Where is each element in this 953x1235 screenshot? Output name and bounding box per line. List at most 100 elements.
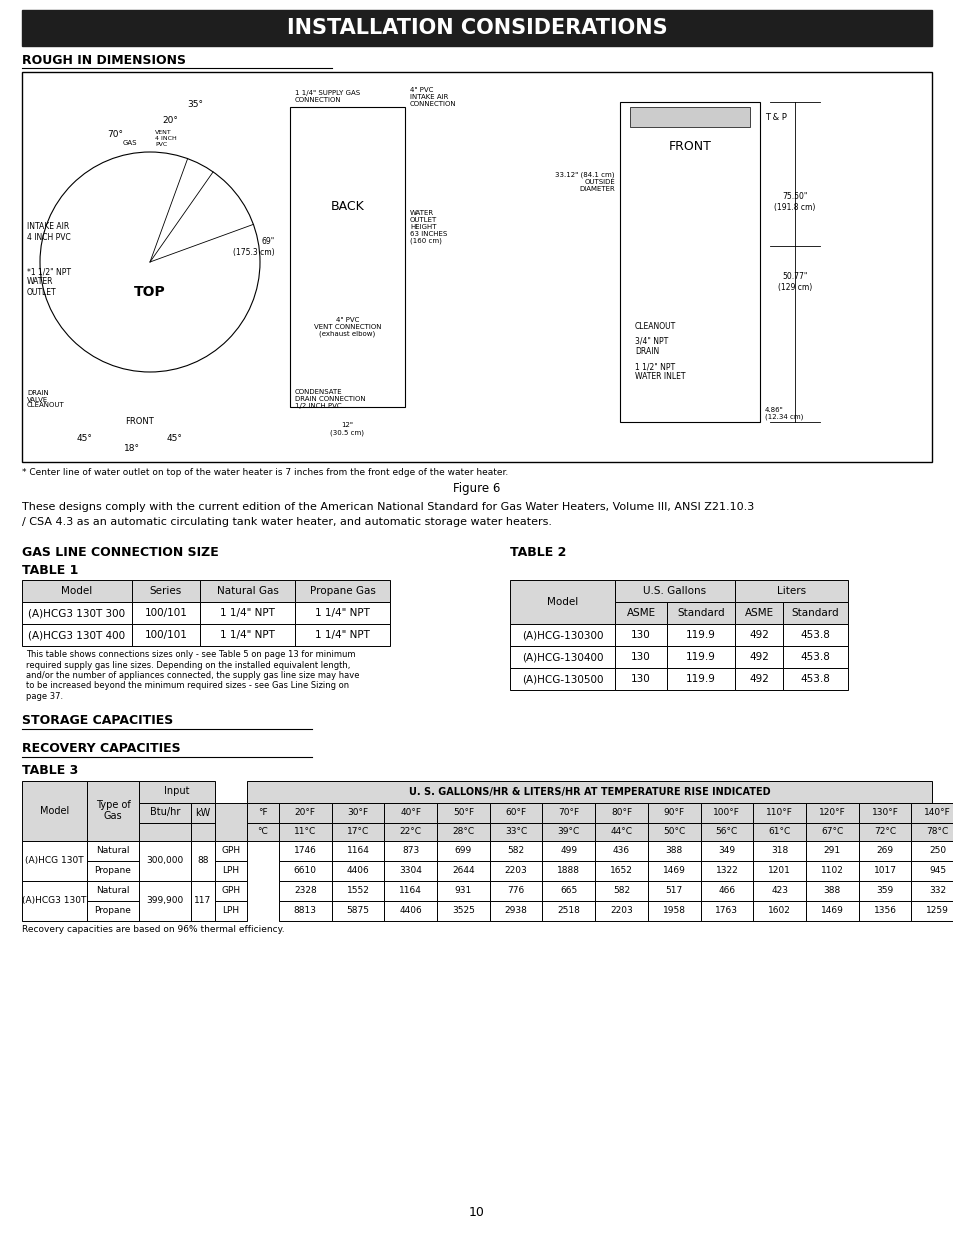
Text: 60°F: 60°F: [505, 808, 526, 818]
Bar: [384, 803, 436, 823]
Text: Input: Input: [164, 787, 190, 797]
Text: 78°C: 78°C: [925, 827, 948, 836]
Text: 492: 492: [748, 630, 768, 640]
Text: 50°C: 50°C: [662, 827, 684, 836]
Bar: [278, 900, 332, 920]
Text: (A)HCG3 130T: (A)HCG3 130T: [22, 897, 87, 905]
Bar: [384, 841, 436, 861]
Bar: [384, 900, 436, 920]
Text: 3525: 3525: [452, 906, 475, 915]
Text: U. S. GALLONS/HR & LITERS/HR AT TEMPERATURE RISE INDICATED: U. S. GALLONS/HR & LITERS/HR AT TEMPERAT…: [408, 787, 769, 797]
Bar: [278, 823, 332, 841]
Text: INSTALLATION CONSIDERATIONS: INSTALLATION CONSIDERATIONS: [287, 19, 666, 38]
Text: 332: 332: [928, 885, 945, 895]
Bar: [214, 881, 247, 900]
Bar: [87, 881, 139, 900]
Text: 2203: 2203: [504, 866, 527, 876]
Bar: [278, 861, 332, 881]
Bar: [332, 803, 384, 823]
Text: 18°: 18°: [124, 445, 140, 453]
Bar: [910, 861, 953, 881]
Text: 1164: 1164: [346, 846, 369, 855]
Bar: [647, 900, 700, 920]
Bar: [753, 900, 805, 920]
Bar: [910, 881, 953, 900]
Text: 90°F: 90°F: [663, 808, 684, 818]
Text: 130°F: 130°F: [871, 808, 898, 818]
Text: 130: 130: [631, 652, 650, 662]
Text: 582: 582: [612, 885, 629, 895]
Bar: [595, 803, 647, 823]
Text: Recovery capacities are based on 96% thermal efficiency.: Recovery capacities are based on 96% the…: [22, 925, 284, 935]
Text: GAS: GAS: [123, 140, 137, 146]
Text: T & P: T & P: [764, 112, 786, 121]
Text: RECOVERY CAPACITIES: RECOVERY CAPACITIES: [22, 742, 180, 756]
Bar: [489, 861, 542, 881]
Bar: [753, 803, 805, 823]
Bar: [132, 580, 200, 601]
Text: 582: 582: [507, 846, 524, 855]
Text: 1469: 1469: [662, 866, 685, 876]
Bar: [332, 881, 384, 900]
Bar: [615, 646, 666, 668]
Text: CONDENSATE
DRAIN CONNECTION
1/2 INCH PVC: CONDENSATE DRAIN CONNECTION 1/2 INCH PVC: [294, 389, 365, 409]
Bar: [700, 861, 753, 881]
Text: FRONT: FRONT: [126, 417, 154, 426]
Bar: [542, 861, 595, 881]
Text: 1888: 1888: [557, 866, 579, 876]
Text: Standard: Standard: [677, 608, 724, 618]
Text: 453.8: 453.8: [800, 652, 829, 662]
Bar: [700, 881, 753, 900]
Text: 100/101: 100/101: [145, 630, 187, 640]
Text: 17°C: 17°C: [347, 827, 369, 836]
Text: (A)HCG3 130T 400: (A)HCG3 130T 400: [29, 630, 126, 640]
Text: 776: 776: [507, 885, 524, 895]
Bar: [22, 781, 87, 841]
Text: 1469: 1469: [820, 906, 842, 915]
Bar: [782, 646, 847, 668]
Bar: [139, 781, 214, 803]
Bar: [666, 668, 734, 690]
Bar: [22, 72, 931, 462]
Bar: [858, 881, 910, 900]
Bar: [542, 823, 595, 841]
Text: Btu/hr: Btu/hr: [150, 808, 180, 818]
Text: INTAKE AIR
4 INCH PVC: INTAKE AIR 4 INCH PVC: [27, 222, 71, 242]
Bar: [22, 601, 132, 624]
Bar: [191, 881, 214, 920]
Text: 1201: 1201: [767, 866, 790, 876]
Text: 318: 318: [770, 846, 787, 855]
Bar: [542, 881, 595, 900]
Text: 67°C: 67°C: [821, 827, 842, 836]
Bar: [132, 624, 200, 646]
Text: 40°F: 40°F: [400, 808, 421, 818]
Text: 492: 492: [748, 674, 768, 684]
Text: Propane Gas: Propane Gas: [309, 585, 375, 597]
Bar: [384, 861, 436, 881]
Bar: [615, 580, 734, 601]
Bar: [542, 900, 595, 920]
Bar: [805, 823, 858, 841]
Text: 300,000: 300,000: [146, 856, 183, 864]
Bar: [734, 646, 782, 668]
Text: 945: 945: [928, 866, 945, 876]
Text: 250: 250: [928, 846, 945, 855]
Text: °C: °C: [257, 827, 268, 836]
Bar: [666, 624, 734, 646]
Text: 359: 359: [876, 885, 893, 895]
Text: 56°C: 56°C: [715, 827, 738, 836]
Bar: [278, 803, 332, 823]
Text: 30°F: 30°F: [347, 808, 368, 818]
Bar: [214, 861, 247, 881]
Bar: [332, 841, 384, 861]
Text: 1602: 1602: [767, 906, 790, 915]
Text: Series: Series: [150, 585, 182, 597]
Text: (A)HCG-130500: (A)HCG-130500: [521, 674, 602, 684]
Text: 50°F: 50°F: [453, 808, 474, 818]
Bar: [647, 841, 700, 861]
Bar: [278, 841, 332, 861]
Text: 1958: 1958: [662, 906, 685, 915]
Text: Natural: Natural: [96, 846, 130, 855]
Text: 2518: 2518: [557, 906, 579, 915]
Text: 61°C: 61°C: [768, 827, 790, 836]
